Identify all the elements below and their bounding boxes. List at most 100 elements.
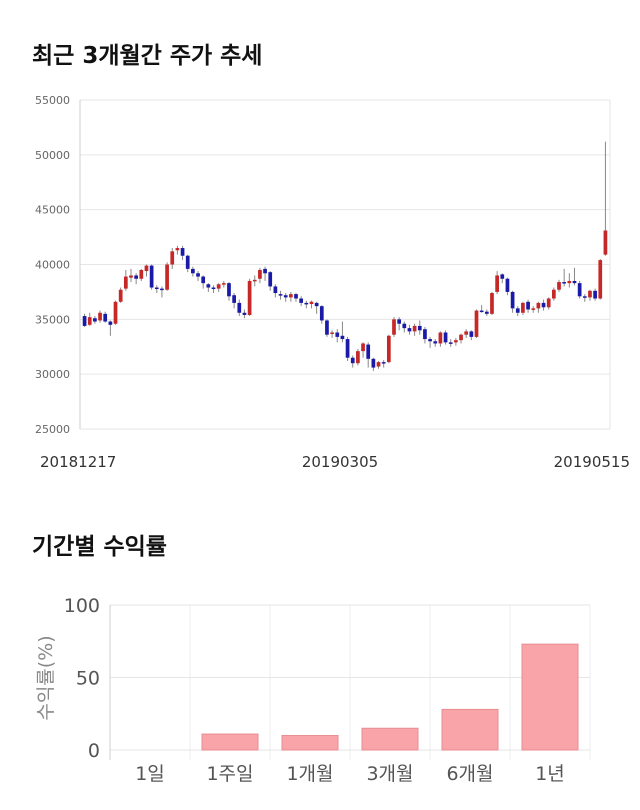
candle-body xyxy=(154,287,159,290)
y-tick-label: 25000 xyxy=(35,423,70,436)
candle-body xyxy=(268,272,273,287)
return-bar xyxy=(361,727,419,751)
candle-body xyxy=(505,278,510,292)
x-category-label: 1개월 xyxy=(286,763,333,785)
candle-body xyxy=(397,319,402,324)
candle-body xyxy=(572,280,577,284)
candle-body xyxy=(134,275,139,279)
candle-body xyxy=(206,284,211,288)
return-bar xyxy=(281,735,339,751)
candle-body xyxy=(175,248,180,251)
candle-body xyxy=(345,339,350,358)
candle-body xyxy=(123,276,128,289)
return-bar xyxy=(201,733,259,751)
candle-body xyxy=(577,283,582,297)
candle-body xyxy=(309,301,314,304)
candle-body xyxy=(407,328,412,332)
candle-body xyxy=(423,329,427,340)
y-tick-label: 45000 xyxy=(35,204,70,217)
candle-body xyxy=(319,306,324,321)
candle-body xyxy=(227,283,231,297)
candle-body xyxy=(201,276,206,284)
candle-body xyxy=(211,287,216,290)
candle-body xyxy=(356,351,360,364)
return-bar xyxy=(521,643,579,751)
candle-body xyxy=(283,295,288,298)
x-category-label: 1일 xyxy=(135,763,165,785)
x-tick-label: 20190515 xyxy=(554,453,630,471)
candle-body xyxy=(551,289,556,299)
candle-body xyxy=(454,340,458,343)
y-tick-label: 55000 xyxy=(35,94,70,107)
candle-body xyxy=(325,320,329,335)
y-tick-label: 50 xyxy=(76,668,100,690)
candle-body xyxy=(232,295,236,303)
x-tick-label: 20181217 xyxy=(40,453,116,471)
candle-body xyxy=(588,290,592,298)
candle-body xyxy=(490,293,494,314)
candle-body xyxy=(93,318,97,322)
candle-body xyxy=(149,265,154,288)
candle-body xyxy=(98,312,102,321)
candle-body xyxy=(484,311,489,314)
candle-body xyxy=(428,339,432,342)
candle-body xyxy=(263,268,267,274)
candle-body xyxy=(247,280,252,315)
candle-body xyxy=(216,284,221,289)
candle-body xyxy=(185,255,190,269)
y-tick-label: 40000 xyxy=(35,259,70,272)
candle-body xyxy=(474,310,479,337)
candle-body xyxy=(242,312,247,315)
candle-body xyxy=(438,332,443,344)
return-bar xyxy=(441,708,499,751)
candle-body xyxy=(273,286,278,294)
candle-body xyxy=(598,260,603,299)
candle-body xyxy=(459,334,463,341)
candle-body xyxy=(443,332,448,343)
candle-body xyxy=(381,362,386,364)
candle-body xyxy=(180,248,185,256)
candle-body xyxy=(510,291,515,309)
candle-body xyxy=(392,319,396,335)
candle-body xyxy=(603,230,608,255)
candle-body xyxy=(252,279,257,282)
candle-body xyxy=(376,362,381,367)
candle-body xyxy=(361,343,365,352)
candle-body xyxy=(366,344,371,359)
candle-body xyxy=(299,298,304,303)
candle-body xyxy=(113,301,118,324)
candle-body xyxy=(294,294,298,299)
x-category-label: 3개월 xyxy=(366,763,413,785)
y-tick-label: 100 xyxy=(64,595,100,617)
candle-body xyxy=(160,288,164,291)
y-tick-label: 50000 xyxy=(35,149,70,162)
candle-body xyxy=(402,323,407,329)
y-axis-title: 수익률(%) xyxy=(35,635,57,720)
candle-body xyxy=(221,283,226,285)
candle-body xyxy=(340,335,345,340)
candle-body xyxy=(433,341,438,344)
candle-body xyxy=(536,302,541,309)
candle-body xyxy=(108,321,113,325)
candle-body xyxy=(521,302,525,313)
candle-body xyxy=(191,268,195,274)
candle-body xyxy=(541,302,546,308)
candle-body xyxy=(593,290,597,299)
candle-body xyxy=(469,331,474,337)
candle-body xyxy=(350,357,355,364)
candle-body xyxy=(87,317,92,325)
candle-body xyxy=(386,335,391,363)
candle-body xyxy=(515,308,520,313)
candle-body xyxy=(412,325,417,332)
price-chart-title: 최근 3개월간 주가 추세 xyxy=(32,43,263,69)
candle-body xyxy=(335,332,340,337)
candle-body xyxy=(139,269,144,279)
candle-body xyxy=(103,313,108,322)
candle-body xyxy=(165,264,169,290)
candle-body xyxy=(495,275,499,292)
candle-body xyxy=(531,308,536,310)
candle-body xyxy=(448,342,453,344)
candle-body xyxy=(526,301,530,310)
y-tick-label: 30000 xyxy=(35,368,70,381)
